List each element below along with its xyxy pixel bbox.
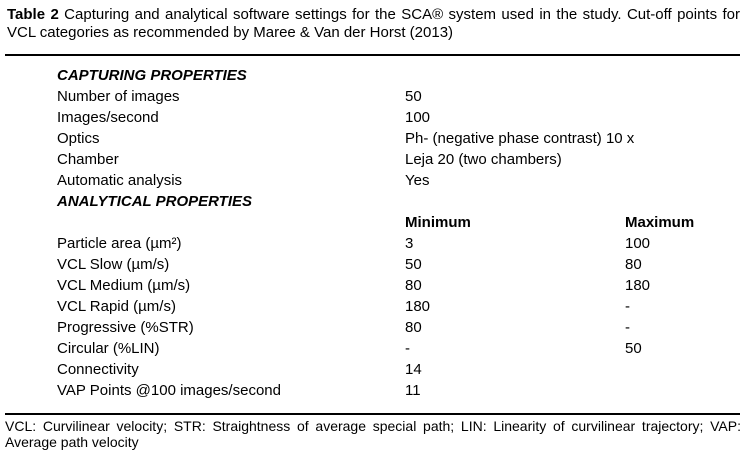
table-row: Connectivity 14 bbox=[0, 359, 746, 380]
table-row: Automatic analysis Yes bbox=[0, 170, 746, 191]
row-min: 11 bbox=[405, 382, 421, 399]
section-header-capturing: CAPTURING PROPERTIES bbox=[57, 67, 247, 84]
table-row: VCL Medium (µm/s) 80 180 bbox=[0, 275, 746, 296]
table-row: Optics Ph- (negative phase contrast) 10 … bbox=[0, 128, 746, 149]
table-caption: Table 2 Capturing and analytical softwar… bbox=[7, 6, 740, 42]
row-label: VCL Medium (µm/s) bbox=[57, 277, 191, 294]
table-row: Images/second 100 bbox=[0, 107, 746, 128]
row-max: - bbox=[625, 319, 630, 336]
row-label: VAP Points @100 images/second bbox=[57, 382, 281, 399]
row-value: Ph- (negative phase contrast) 10 x bbox=[405, 130, 635, 147]
row-min: 14 bbox=[405, 361, 422, 378]
row-label: Automatic analysis bbox=[57, 172, 183, 189]
row-min: 180 bbox=[405, 298, 431, 315]
row-max: 80 bbox=[625, 256, 642, 273]
table-row: VCL Slow (µm/s) 50 80 bbox=[0, 254, 746, 275]
row-label: Circular (%LIN) bbox=[57, 340, 160, 357]
row-max: 180 bbox=[625, 277, 651, 294]
row-min: 80 bbox=[405, 277, 422, 294]
row-label: Optics bbox=[57, 130, 100, 147]
row-label: Number of images bbox=[57, 88, 180, 105]
table-caption-label: Table 2 bbox=[7, 6, 59, 23]
row-min: 80 bbox=[405, 319, 422, 336]
row-min: 50 bbox=[405, 256, 422, 273]
table-row: Minimum Maximum bbox=[0, 212, 746, 233]
table-bottom-rule bbox=[5, 413, 740, 415]
table-footnote: VCL: Curvilinear velocity; STR: Straight… bbox=[5, 418, 741, 450]
row-label: VCL Rapid (µm/s) bbox=[57, 298, 176, 315]
column-header-minimum: Minimum bbox=[405, 214, 471, 231]
column-header-maximum: Maximum bbox=[625, 214, 695, 231]
row-min: 3 bbox=[405, 235, 414, 252]
table-row: Number of images 50 bbox=[0, 86, 746, 107]
table-caption-text: Capturing and analytical software settin… bbox=[7, 6, 740, 41]
row-value: Leja 20 (two chambers) bbox=[405, 151, 562, 168]
row-value: 100 bbox=[405, 109, 431, 126]
table-top-rule bbox=[5, 54, 740, 56]
table-row: Particle area (µm²) 3 100 bbox=[0, 233, 746, 254]
section-header-analytical: ANALYTICAL PROPERTIES bbox=[57, 193, 253, 210]
table-row: Progressive (%STR) 80 - bbox=[0, 317, 746, 338]
row-label: VCL Slow (µm/s) bbox=[57, 256, 170, 273]
table-row: Circular (%LIN) - 50 bbox=[0, 338, 746, 359]
row-label: Images/second bbox=[57, 109, 159, 126]
table-row: CAPTURING PROPERTIES bbox=[0, 65, 746, 86]
row-max: 100 bbox=[625, 235, 651, 252]
row-label: Progressive (%STR) bbox=[57, 319, 194, 336]
row-label: Connectivity bbox=[57, 361, 139, 378]
row-label: Particle area (µm²) bbox=[57, 235, 182, 252]
table-row: VCL Rapid (µm/s) 180 - bbox=[0, 296, 746, 317]
table-row: Chamber Leja 20 (two chambers) bbox=[0, 149, 746, 170]
table-row: VAP Points @100 images/second 11 bbox=[0, 380, 746, 401]
row-min: - bbox=[405, 340, 410, 357]
row-value: Yes bbox=[405, 172, 430, 189]
row-label: Chamber bbox=[57, 151, 119, 168]
settings-table: CAPTURING PROPERTIES Number of images 50… bbox=[0, 65, 746, 401]
row-max: 50 bbox=[625, 340, 642, 357]
table-row: ANALYTICAL PROPERTIES bbox=[0, 191, 746, 212]
row-value: 50 bbox=[405, 88, 422, 105]
row-max: - bbox=[625, 298, 630, 315]
